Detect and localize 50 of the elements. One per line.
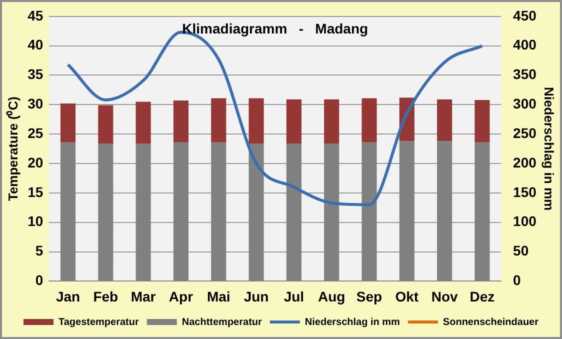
bar (136, 102, 151, 144)
y2-tick-label: 200 (513, 154, 537, 170)
y-tick-label: 25 (28, 124, 44, 141)
chart-title: Klimadiagramm - Madang (182, 20, 368, 36)
bar (437, 99, 452, 142)
legend-label: Sonnenscheindauer (442, 316, 539, 328)
x-tick-label: Okt (395, 288, 419, 304)
x-tick-label: Feb (93, 288, 118, 304)
y2-tick-label: 150 (513, 184, 537, 200)
x-tick-label: Jan (56, 288, 80, 304)
bar (324, 99, 340, 144)
y-tick-label: 40 (28, 36, 44, 53)
x-tick-label: Nov (431, 288, 458, 304)
y-tick-label: 5 (35, 242, 44, 259)
x-tick-label: Apr (168, 288, 194, 304)
y2-tick-label: 350 (513, 66, 537, 82)
x-tick-label: Dez (470, 288, 495, 304)
bar (98, 105, 114, 144)
y2-tick-label: 0 (513, 272, 522, 288)
x-tick-label: Sep (356, 288, 382, 304)
x-tick-label: Jun (244, 288, 269, 304)
y2-tick-label: 450 (513, 7, 537, 24)
legend-label: Nachttemperatur (182, 316, 262, 328)
x-tick-label: Jul (284, 288, 304, 304)
y2-tick-label: 100 (513, 213, 537, 230)
bar (173, 100, 188, 142)
y2-axis-title: Niederschlag in mm (542, 87, 557, 211)
y-axis-title: Temperature (⁰C) (5, 96, 20, 202)
bar (286, 99, 302, 144)
y-tick-label: 30 (28, 96, 44, 112)
y-tick-label: 0 (35, 272, 44, 288)
bar (362, 98, 377, 142)
y2-tick-label: 300 (513, 96, 537, 112)
x-tick-label: Aug (318, 288, 346, 304)
x-tick-label: Mar (130, 288, 156, 304)
x-tick-label: Mai (206, 288, 230, 304)
y-tick-label: 20 (28, 154, 44, 170)
y-tick-label: 35 (28, 66, 44, 82)
y2-tick-label: 50 (513, 242, 529, 259)
y-tick-label: 10 (28, 213, 44, 230)
y2-tick-label: 400 (513, 36, 537, 53)
bar (211, 98, 226, 142)
legend-label: Tagestemperatur (58, 316, 139, 328)
legend-label: Niederschlag in mm (304, 316, 400, 328)
y-tick-label: 45 (28, 7, 44, 24)
y2-tick-label: 250 (513, 124, 537, 141)
y-tick-label: 15 (28, 184, 44, 200)
bar (474, 100, 490, 142)
bar (248, 98, 264, 144)
bar (60, 103, 76, 142)
